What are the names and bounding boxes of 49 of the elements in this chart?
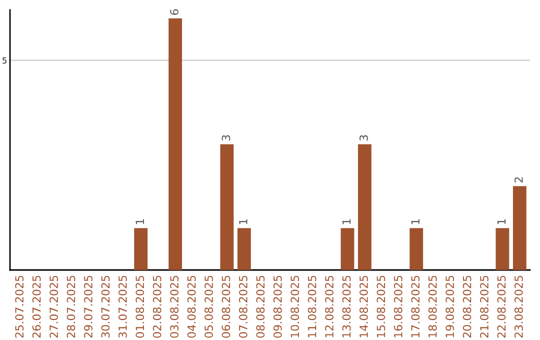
- x-tick-label: 22.08.2025: [497, 276, 506, 338]
- x-tick-label: 25.07.2025: [15, 276, 24, 338]
- x-tick-label: 11.08.2025: [308, 276, 316, 338]
- x-tick-label: 18.08.2025: [428, 276, 437, 338]
- x-tick-label: 19.08.2025: [446, 276, 454, 338]
- data-label: 1: [497, 219, 506, 224]
- bar: [220, 144, 234, 270]
- x-tick-label: 08.08.2025: [256, 276, 265, 338]
- x-tick-label: 02.08.2025: [152, 276, 162, 338]
- x-tick-label: 07.08.2025: [238, 276, 248, 338]
- y-tick-label: 5: [2, 57, 6, 64]
- bar: [512, 186, 526, 270]
- x-tick-label: 13.08.2025: [342, 276, 351, 338]
- bar: [496, 228, 510, 270]
- x-tick-label: 30.07.2025: [101, 276, 110, 338]
- data-label: 1: [136, 219, 144, 224]
- x-tick-label: 26.07.2025: [32, 276, 41, 338]
- data-label: 3: [222, 135, 230, 141]
- x-tick-label: 01.08.2025: [136, 276, 144, 338]
- data-label: 1: [239, 219, 248, 224]
- x-tick-label: 05.08.2025: [204, 276, 213, 338]
- x-tick-label: 31.07.2025: [118, 276, 127, 338]
- bar: [358, 144, 372, 270]
- x-tick-label: 12.08.2025: [325, 276, 334, 338]
- data-label: 2: [514, 177, 523, 183]
- data-label: 6: [170, 9, 179, 15]
- x-tick-label: 21.08.2025: [480, 276, 488, 338]
- x-tick-label: 16.08.2025: [394, 276, 402, 338]
- bar: [168, 18, 182, 270]
- data-label: 3: [360, 135, 368, 141]
- bar: [134, 228, 148, 270]
- x-tick-label: 09.08.2025: [273, 276, 282, 338]
- x-tick-label: 03.08.2025: [170, 276, 179, 338]
- bar: [237, 228, 251, 270]
- x-tick-label: 14.08.2025: [360, 276, 368, 338]
- x-tick-label: 27.07.2025: [50, 276, 58, 338]
- data-label: 1: [342, 219, 351, 224]
- x-tick-label: 15.08.2025: [376, 276, 386, 338]
- x-tick-label: 04.08.2025: [187, 276, 196, 338]
- x-tick-label: 17.08.2025: [411, 276, 420, 338]
- data-label: 1: [411, 219, 420, 224]
- bar: [340, 228, 354, 270]
- x-tick-label: 20.08.2025: [462, 276, 472, 338]
- x-tick-label: 23.08.2025: [514, 276, 523, 338]
- x-tick-label: 29.07.2025: [84, 276, 92, 338]
- bar: [410, 228, 424, 270]
- x-tick-label: 28.07.2025: [66, 276, 76, 338]
- x-tick-label: 06.08.2025: [222, 276, 230, 338]
- x-tick-label: 10.08.2025: [290, 276, 300, 338]
